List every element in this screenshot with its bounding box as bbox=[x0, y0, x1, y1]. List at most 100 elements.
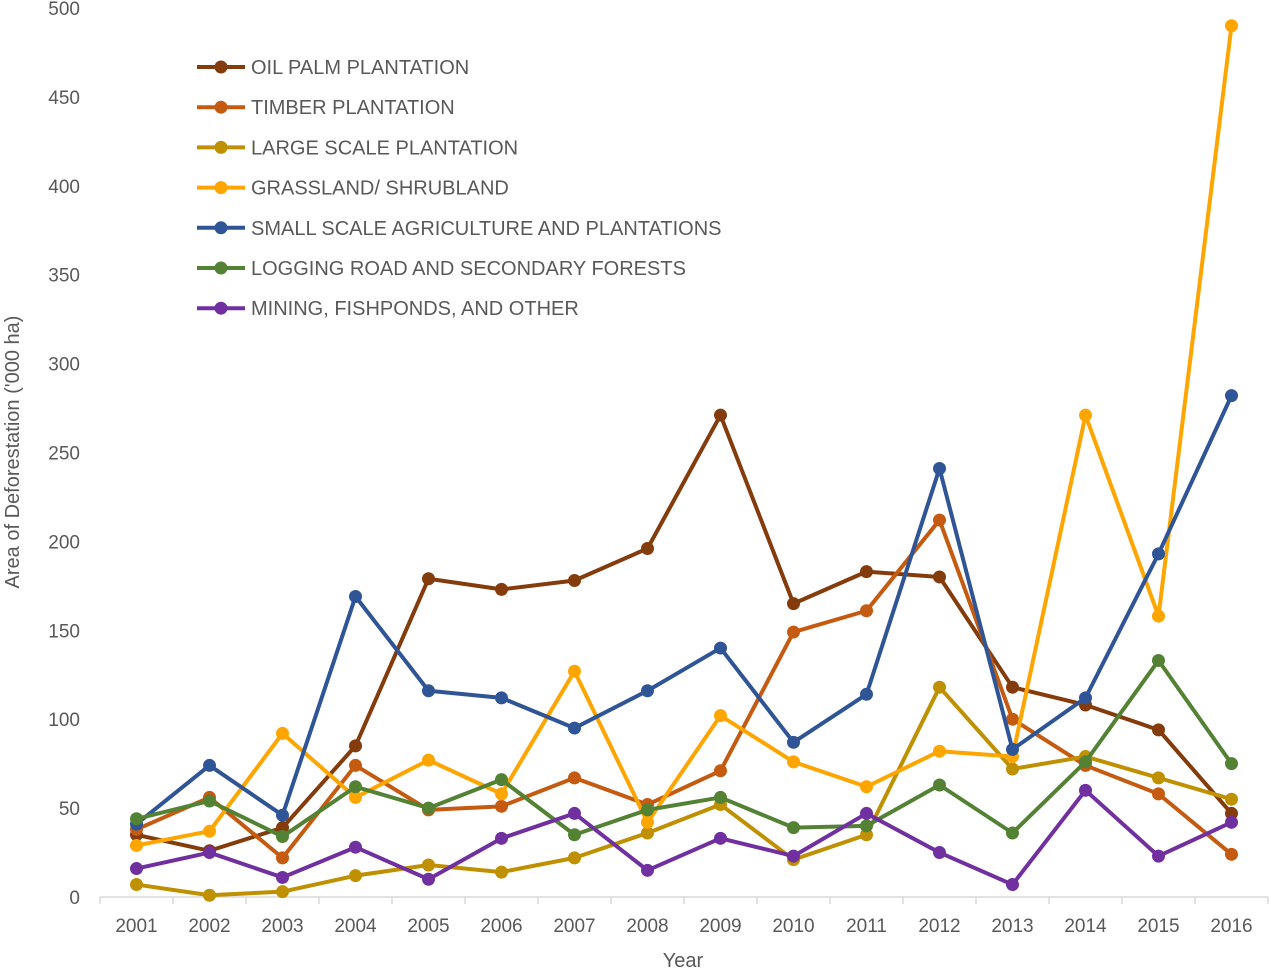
data-point bbox=[276, 851, 289, 865]
data-point bbox=[495, 787, 508, 801]
data-point bbox=[422, 572, 435, 586]
data-point bbox=[787, 625, 800, 639]
data-point bbox=[276, 885, 289, 899]
series-3 bbox=[130, 680, 1238, 902]
legend-swatch-marker bbox=[214, 301, 228, 315]
data-point bbox=[495, 691, 508, 705]
x-tick-label: 2014 bbox=[1064, 916, 1107, 937]
y-tick-label: 450 bbox=[48, 88, 80, 109]
data-point bbox=[349, 590, 362, 604]
data-point bbox=[933, 462, 946, 476]
data-point bbox=[787, 849, 800, 863]
legend: OIL PALM PLANTATION TIMBER PLANTATION LARG… bbox=[197, 57, 722, 320]
data-point bbox=[1006, 712, 1019, 726]
data-point bbox=[1152, 654, 1165, 668]
data-point bbox=[349, 869, 362, 883]
legend-item: OIL PALM PLANTATION bbox=[197, 57, 469, 79]
data-point bbox=[130, 812, 143, 826]
data-point bbox=[568, 806, 581, 820]
data-point bbox=[276, 830, 289, 844]
data-point bbox=[495, 799, 508, 813]
data-point bbox=[641, 815, 654, 829]
data-point bbox=[1079, 783, 1092, 797]
data-point bbox=[130, 878, 143, 892]
legend-label: MINING, FISHPONDS, AND OTHER bbox=[251, 298, 579, 320]
data-point bbox=[1225, 757, 1238, 771]
data-point bbox=[1079, 691, 1092, 705]
data-point bbox=[1079, 755, 1092, 769]
data-point bbox=[1225, 389, 1238, 403]
series-1 bbox=[130, 408, 1238, 858]
y-tick-label: 500 bbox=[48, 0, 80, 20]
data-point bbox=[349, 739, 362, 753]
data-point bbox=[933, 744, 946, 758]
data-point bbox=[860, 828, 873, 842]
data-point bbox=[495, 865, 508, 879]
data-point bbox=[349, 780, 362, 794]
legend-swatch-marker bbox=[214, 100, 228, 114]
series-7 bbox=[130, 783, 1238, 892]
data-point bbox=[349, 790, 362, 804]
legend-swatch-marker bbox=[214, 60, 228, 74]
data-point bbox=[933, 513, 946, 527]
data-point bbox=[787, 755, 800, 769]
x-axis-title: Year bbox=[663, 950, 704, 970]
legend-swatch-marker bbox=[214, 181, 228, 195]
data-point bbox=[933, 680, 946, 694]
legend-label: OIL PALM PLANTATION bbox=[251, 57, 469, 79]
data-point bbox=[276, 821, 289, 835]
data-point bbox=[641, 803, 654, 817]
data-point bbox=[714, 641, 727, 655]
data-point bbox=[276, 726, 289, 740]
data-point bbox=[130, 862, 143, 876]
data-point bbox=[641, 542, 654, 556]
data-point bbox=[1225, 806, 1238, 820]
x-tick-label: 2001 bbox=[115, 916, 157, 937]
data-point bbox=[495, 582, 508, 596]
data-point bbox=[641, 863, 654, 877]
data-point bbox=[933, 778, 946, 792]
data-point bbox=[1152, 771, 1165, 785]
data-point bbox=[422, 858, 435, 872]
legend-item: GRASSLAND/ SHRUBLAND bbox=[197, 178, 509, 200]
series-line bbox=[135, 394, 1234, 826]
series-4 bbox=[130, 19, 1238, 852]
y-tick-label: 300 bbox=[48, 355, 80, 376]
series-line bbox=[136, 685, 1233, 898]
data-point bbox=[422, 684, 435, 698]
legend-item: LARGE SCALE PLANTATION bbox=[197, 137, 518, 159]
data-point bbox=[714, 764, 727, 778]
data-point bbox=[276, 870, 289, 884]
x-tick-label: 2003 bbox=[261, 916, 303, 937]
x-tick-label: 2009 bbox=[699, 916, 741, 937]
data-point bbox=[787, 735, 800, 749]
legend-label: TIMBER PLANTATION bbox=[251, 97, 455, 119]
data-point bbox=[495, 831, 508, 845]
data-point bbox=[1006, 826, 1019, 840]
data-point bbox=[1225, 19, 1238, 33]
data-point bbox=[1225, 815, 1238, 829]
data-point bbox=[787, 597, 800, 611]
legend-swatch-marker bbox=[214, 140, 228, 154]
y-tick-label: 50 bbox=[59, 799, 80, 820]
data-point bbox=[714, 408, 727, 422]
data-point bbox=[860, 565, 873, 579]
data-point bbox=[495, 773, 508, 787]
data-point bbox=[1225, 847, 1238, 861]
data-point bbox=[568, 851, 581, 865]
data-point bbox=[860, 806, 873, 820]
x-tick-label: 2005 bbox=[407, 916, 449, 937]
data-point bbox=[714, 790, 727, 804]
legend-label: LARGE SCALE PLANTATION bbox=[251, 137, 518, 159]
x-tick-label: 2011 bbox=[846, 916, 887, 937]
x-tick-label: 2008 bbox=[626, 916, 668, 937]
legend-swatch-marker bbox=[214, 261, 228, 275]
data-point bbox=[422, 753, 435, 767]
legend-item: SMALL SCALE AGRICULTURE AND PLANTATIONS bbox=[197, 218, 722, 240]
data-point bbox=[203, 758, 216, 772]
legend-label: LOGGING ROAD AND SECONDARY FORESTS bbox=[251, 258, 686, 280]
data-point bbox=[1152, 547, 1165, 561]
series-line bbox=[136, 25, 1234, 848]
legend-swatch-marker bbox=[214, 221, 228, 235]
data-point bbox=[1152, 849, 1165, 863]
